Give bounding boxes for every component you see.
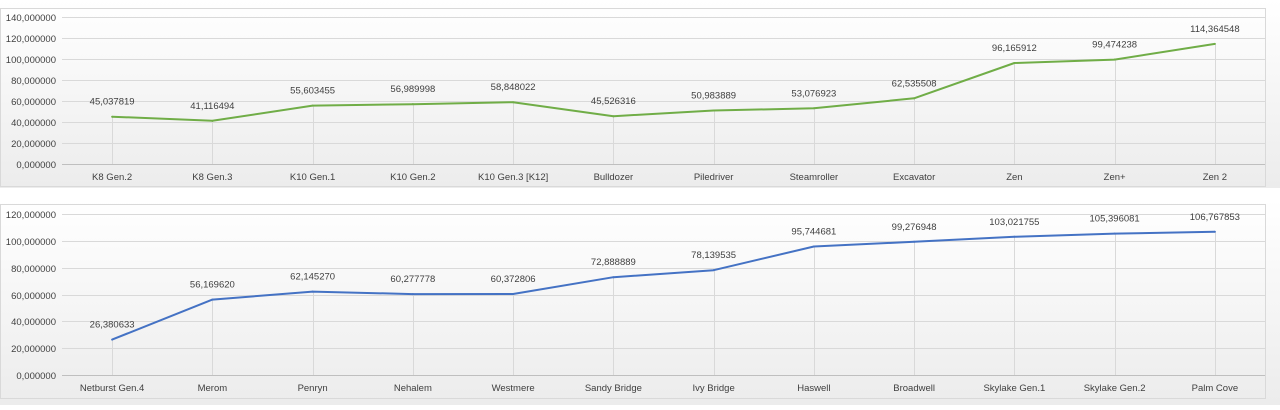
intel-category-label: Westmere	[492, 383, 535, 394]
intel-data-point	[913, 240, 916, 243]
amd-data-point	[712, 109, 715, 112]
amd-y-tick-label: 80,000000	[11, 76, 56, 87]
amd-data-point	[913, 97, 916, 100]
amd-series-line	[112, 42, 1216, 122]
amd-category-label: K8 Gen.3	[192, 172, 232, 183]
intel-data-point	[1013, 235, 1016, 238]
intel-category-label: Penryn	[298, 383, 328, 394]
amd-y-tick-label: 140,000000	[6, 13, 56, 24]
amd-y-tick-label: 40,000000	[11, 118, 56, 129]
intel-category-label: Nehalem	[394, 383, 432, 394]
amd-data-point	[411, 103, 414, 106]
intel-chart-svg: 0,000000 20,000000 40,000000 60,000000 80,00…	[0, 200, 1280, 405]
intel-data-point	[812, 245, 815, 248]
amd-category-label: K10 Gen.2	[390, 172, 435, 183]
intel-category-label: Haswell	[797, 383, 830, 394]
intel-category-label: Palm Cove	[1192, 383, 1238, 394]
amd-data-point	[311, 104, 314, 107]
intel-data-point	[311, 290, 314, 293]
amd-chart-svg: 0,000000 20,000000 40,000000 60,000000 80,00…	[0, 0, 1280, 188]
amd-data-label: 96,165912	[992, 43, 1037, 54]
intel-data-point	[411, 293, 414, 296]
amd-line-chart: 0,000000 20,000000 40,000000 60,000000 80,00…	[0, 0, 1280, 188]
intel-data-point	[512, 292, 515, 295]
amd-category-label: Zen 2	[1203, 172, 1227, 183]
intel-y-tick-label: 120,000000	[6, 210, 56, 221]
amd-data-label: 62,535508	[892, 78, 937, 89]
intel-data-point	[211, 298, 214, 301]
amd-data-point	[1013, 62, 1016, 65]
intel-y-tick-label: 0,000000	[16, 371, 56, 382]
amd-data-point	[111, 115, 114, 118]
amd-category-label: K8 Gen.2	[92, 172, 132, 183]
amd-category-label: Bulldozer	[594, 172, 634, 183]
intel-category-label: Ivy Bridge	[693, 383, 735, 394]
intel-y-tick-label: 20,000000	[11, 344, 56, 355]
intel-data-label: 60,372806	[491, 274, 536, 285]
intel-y-tick-label: 80,000000	[11, 264, 56, 275]
intel-category-label: Netburst Gen.4	[80, 383, 144, 394]
amd-category-label: Zen+	[1104, 172, 1126, 183]
intel-chart-frame	[0, 204, 1266, 399]
amd-y-tick-label: 60,000000	[11, 97, 56, 108]
intel-y-tick-label: 100,000000	[6, 237, 56, 248]
amd-y-tick-label: 0,000000	[16, 160, 56, 171]
intel-chart-background	[0, 200, 1280, 405]
amd-data-label: 45,037819	[90, 97, 135, 108]
amd-data-point	[211, 119, 214, 122]
intel-category-label: Broadwell	[893, 383, 935, 394]
intel-data-point	[712, 269, 715, 272]
sheet-gap	[0, 188, 1280, 200]
intel-data-label: 105,396081	[1090, 214, 1140, 225]
intel-series-line	[111, 230, 1215, 341]
intel-data-point	[1213, 230, 1216, 233]
intel-data-label: 26,380633	[90, 320, 135, 331]
amd-category-label: Zen	[1006, 172, 1022, 183]
intel-y-tick-label: 40,000000	[11, 317, 56, 328]
amd-data-point	[612, 115, 615, 118]
amd-data-label: 45,526316	[591, 96, 636, 107]
amd-data-point	[1113, 58, 1116, 61]
intel-data-label: 99,276948	[892, 222, 937, 233]
intel-data-label: 56,169620	[190, 280, 235, 291]
amd-y-tick-label: 120,000000	[6, 34, 56, 45]
amd-data-label: 53,076923	[791, 88, 836, 99]
amd-data-label: 58,848022	[491, 82, 536, 93]
intel-data-label: 72,888889	[591, 257, 636, 268]
amd-category-label: Piledriver	[694, 172, 734, 183]
intel-data-label: 106,767853	[1190, 212, 1240, 223]
amd-data-label: 56,989998	[390, 84, 435, 95]
amd-data-point	[812, 107, 815, 110]
amd-chart-background	[0, 0, 1280, 188]
intel-y-tick-label: 60,000000	[11, 291, 56, 302]
amd-category-label: Steamroller	[790, 172, 839, 183]
intel-data-label: 78,139535	[691, 250, 736, 261]
amd-data-point	[512, 101, 515, 104]
amd-data-label: 41,116494	[190, 101, 234, 112]
amd-y-tick-label: 100,000000	[6, 55, 56, 66]
intel-category-label: Merom	[198, 383, 228, 394]
intel-data-label: 103,021755	[989, 217, 1039, 228]
intel-data-label: 95,744681	[791, 227, 836, 238]
amd-y-tick-label: 20,000000	[11, 139, 56, 150]
intel-data-label: 60,277778	[390, 274, 435, 285]
amd-chart-frame	[0, 8, 1266, 187]
intel-category-label: Sandy Bridge	[585, 383, 642, 394]
amd-category-label: Excavator	[893, 172, 935, 183]
amd-data-label: 99,474238	[1092, 40, 1137, 51]
amd-data-label: 50,983889	[691, 90, 736, 101]
amd-data-label: 114,364548	[1190, 24, 1240, 35]
intel-category-label: Skylake Gen.2	[1084, 383, 1146, 394]
intel-data-point	[111, 338, 114, 341]
intel-line-chart: 0,000000 20,000000 40,000000 60,000000 80,00…	[0, 200, 1280, 405]
amd-data-label: 55,603455	[290, 86, 335, 97]
intel-category-label: Skylake Gen.1	[983, 383, 1045, 394]
amd-category-label: K10 Gen.1	[290, 172, 335, 183]
amd-category-label: K10 Gen.3 [K12]	[478, 172, 548, 183]
intel-data-label: 62,145270	[290, 272, 335, 283]
intel-data-point	[612, 276, 615, 279]
intel-data-point	[1113, 232, 1116, 235]
amd-data-point	[1213, 42, 1216, 45]
